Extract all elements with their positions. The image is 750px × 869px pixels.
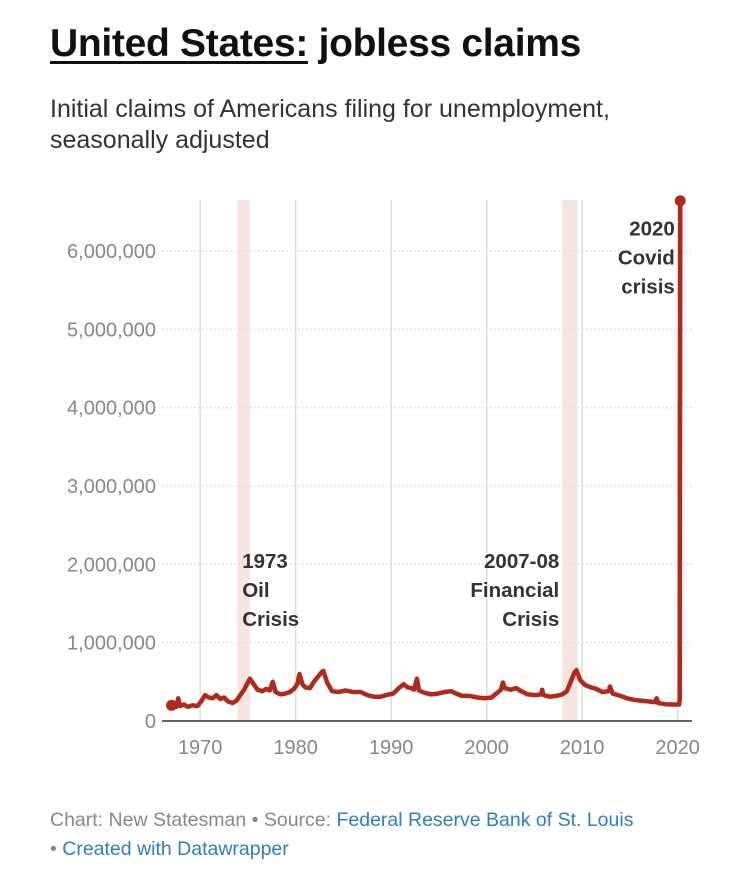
datawrapper-link[interactable]: Created with Datawrapper (62, 838, 289, 860)
annotation-2: 2020 Covid crisis (618, 217, 675, 298)
annotation-2-line-1: Covid (618, 246, 675, 269)
shaded-period-0 (237, 200, 250, 721)
annotation-0-line-1: Oil (242, 579, 269, 602)
y-axis-ticks: 0 1,000,000 2,000,000 3,000,000 4,000,000 5,0… (67, 241, 156, 733)
gridlines (162, 200, 692, 722)
annotation-1-line-0: 2007-08 (484, 550, 559, 573)
source-label: Source: (263, 809, 332, 831)
x-tick-label-2020: 2020 (655, 737, 700, 759)
series-layer (166, 195, 686, 711)
x-tick-label-1990: 1990 (369, 737, 414, 759)
y-tick-label-6: 6,000,000 (67, 241, 156, 263)
title-rest: jobless claims (318, 22, 582, 65)
annotation-2-line-2: crisis (621, 275, 675, 298)
chart-title: United States: jobless claims (50, 22, 581, 66)
series-start-point (166, 699, 178, 711)
annotation-0-line-2: Crisis (242, 608, 299, 631)
y-tick-label-2: 2,000,000 (67, 554, 156, 576)
footer-separator-2: • (50, 838, 57, 860)
x-tick-label-2010: 2010 (560, 737, 605, 759)
shaded-periods (237, 200, 578, 721)
annotation-1: 2007-08 Financial Crisis (470, 550, 559, 631)
series-line-0 (169, 198, 683, 710)
y-tick-label-4: 4,000,000 (67, 398, 156, 420)
annotation-0: 1973 Oil Crisis (242, 550, 299, 631)
x-tick-label-1980: 1980 (273, 737, 318, 759)
title-country-link[interactable]: United States: (50, 22, 309, 65)
x-tick-label-2000: 2000 (464, 737, 509, 759)
y-tick-label-1: 1,000,000 (67, 633, 156, 655)
source-link[interactable]: Federal Reserve Bank of St. Louis (336, 809, 634, 831)
x-tick-label-1970: 1970 (178, 737, 223, 759)
annotations: 1973 Oil Crisis 2007-08 Financial Crisis 2020 C… (242, 217, 675, 631)
chart-credit: Chart: New Statesman (50, 809, 247, 831)
y-tick-label-0: 0 (145, 711, 156, 733)
y-tick-label-5: 5,000,000 (67, 319, 156, 341)
shaded-period-1 (562, 200, 578, 721)
annotation-1-line-1: Financial (470, 579, 559, 602)
y-tick-label-3: 3,000,000 (67, 476, 156, 498)
chart-footer: Chart: New Statesman • Source: Federal R… (50, 806, 720, 864)
annotation-2-line-0: 2020 (629, 217, 675, 240)
footer-separator: • (251, 809, 259, 831)
annotation-1-line-2: Crisis (502, 608, 559, 631)
series-end-point (674, 195, 686, 207)
annotation-0-line-0: 1973 (242, 550, 288, 573)
line-chart: 0 1,000,000 2,000,000 3,000,000 4,000,000 5,0… (67, 195, 700, 759)
chart-subtitle: Initial claims of Americans filing for u… (50, 95, 610, 154)
x-axis-ticks: 1970 1980 1990 2000 2010 2020 (178, 737, 700, 759)
